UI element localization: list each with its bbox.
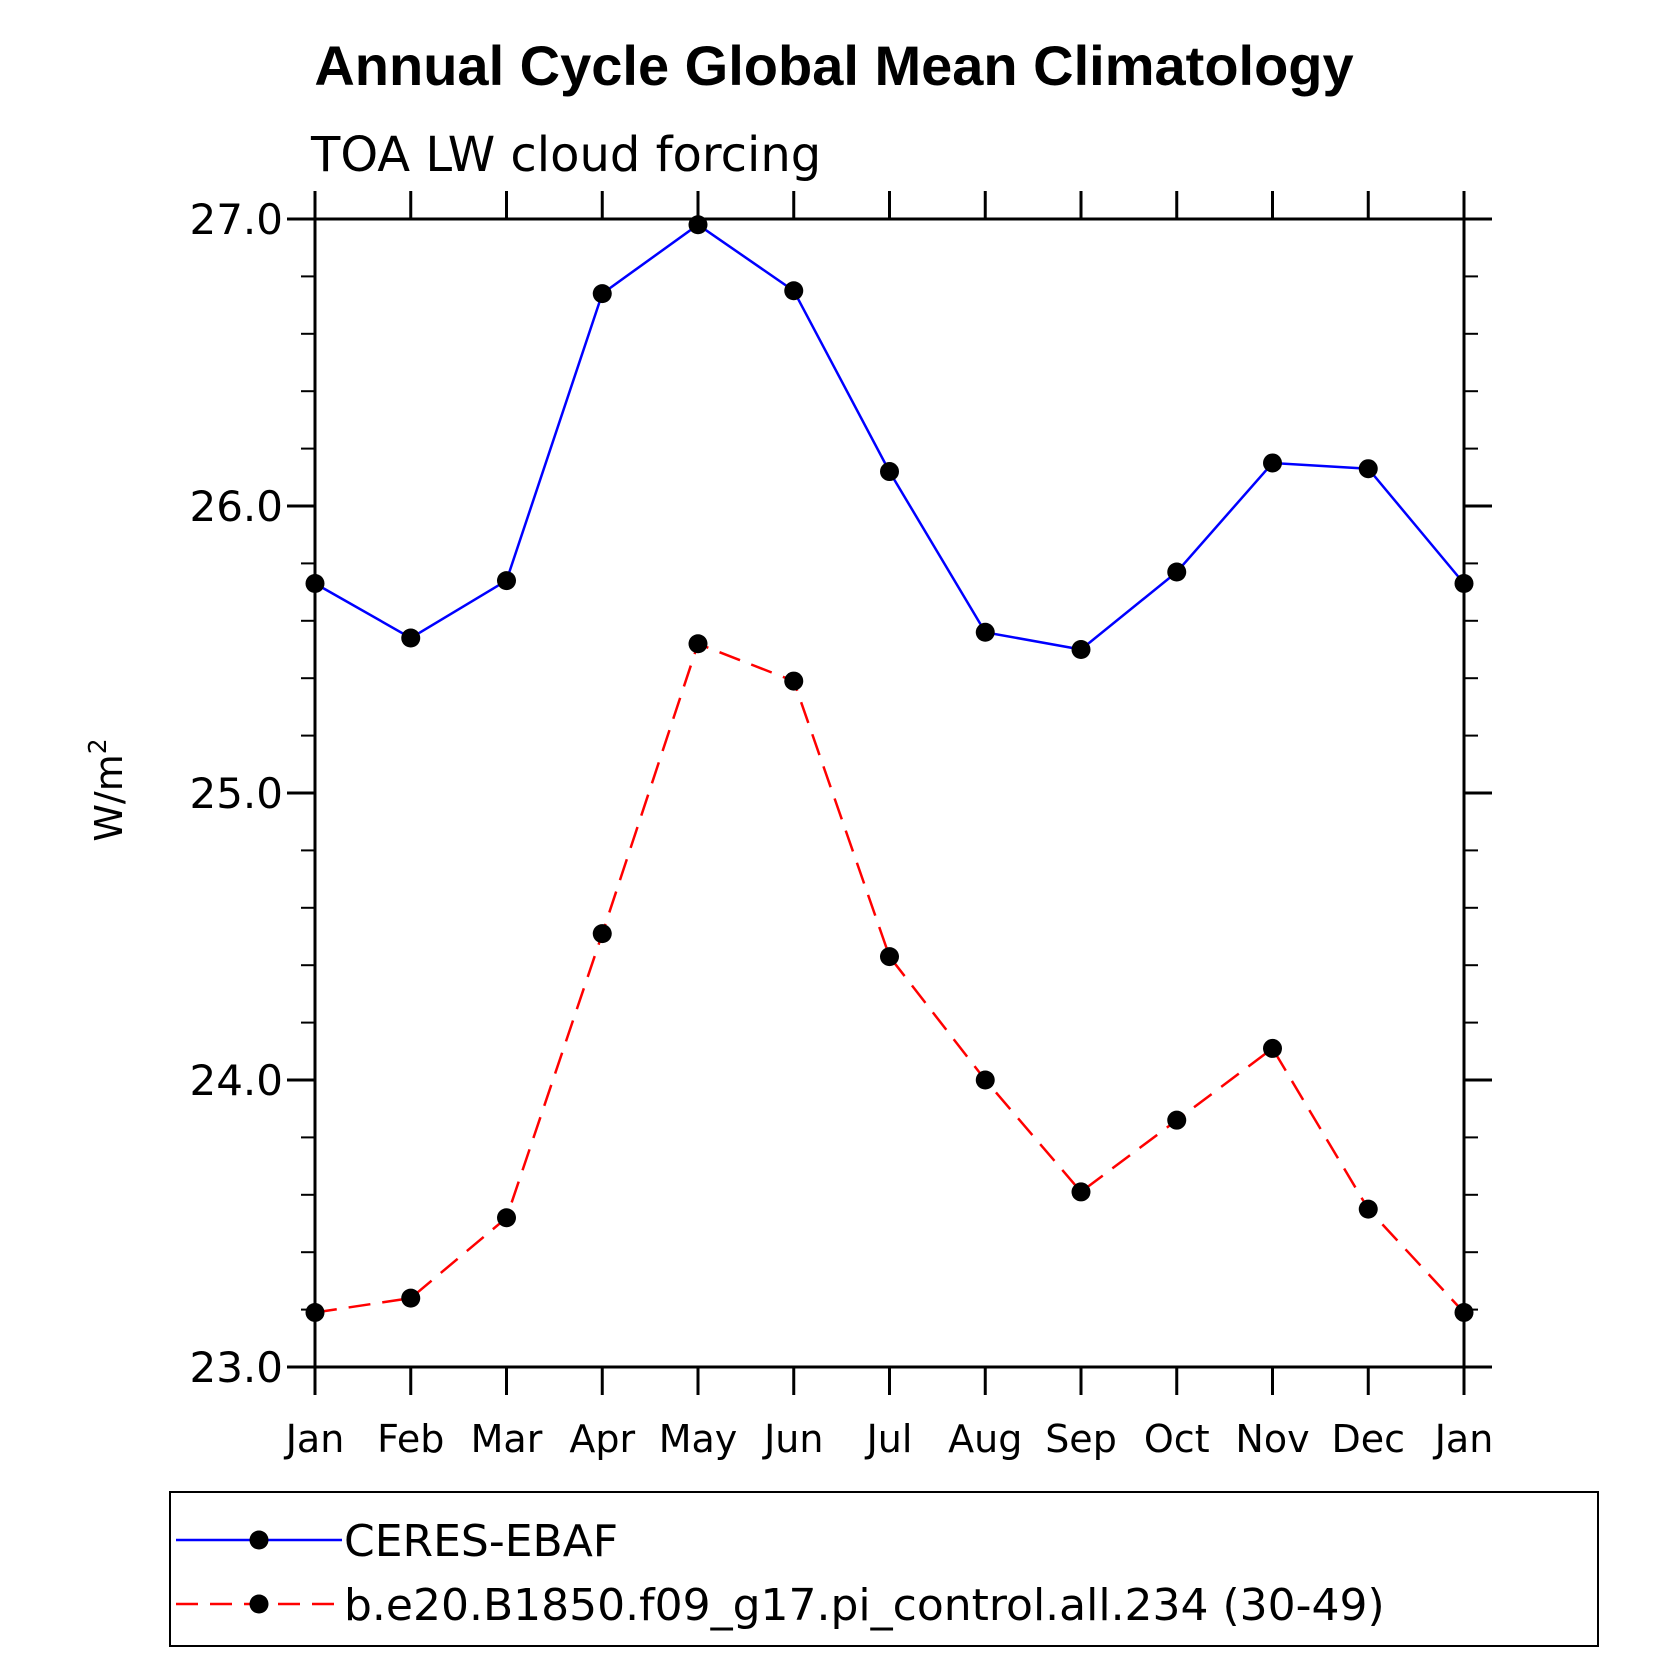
data-point xyxy=(688,215,708,235)
data-point xyxy=(975,622,995,642)
legend-marker-2 xyxy=(249,1594,269,1614)
x-tick-label: Jan xyxy=(1433,1417,1494,1461)
data-point xyxy=(497,1208,516,1228)
legend-entry-2: b.e20.B1850.f09_g17.pi_control.all.234 (… xyxy=(176,1580,1385,1631)
data-point xyxy=(1263,453,1282,473)
series-line-2 xyxy=(314,642,1465,1314)
data-point xyxy=(1454,1302,1474,1322)
series-layer xyxy=(305,215,1474,1322)
x-tick-label: Sep xyxy=(1045,1417,1117,1461)
plot-frame xyxy=(313,217,1466,1369)
y-tick-label: 24.0 xyxy=(189,1056,283,1105)
data-point xyxy=(1263,1038,1282,1058)
legend-label-1: CERES-EBAF xyxy=(344,1516,618,1567)
data-point xyxy=(1071,640,1091,659)
legend: CERES-EBAF b.e20.B1850.f09_g17.pi_control… xyxy=(169,1491,1599,1647)
data-point xyxy=(305,573,325,593)
y-tick-label: 25.0 xyxy=(189,769,283,818)
y-axis-label-superscript: 2 xyxy=(83,738,112,754)
x-tick-label: Oct xyxy=(1144,1417,1210,1461)
y-axis-label: W/m2 xyxy=(83,738,131,841)
data-point xyxy=(592,924,612,944)
legend-label-2: b.e20.B1850.f09_g17.pi_control.all.234 (… xyxy=(344,1580,1385,1631)
chart-subtitle: TOA LW cloud forcing xyxy=(310,127,821,183)
x-tick-label: Feb xyxy=(377,1417,444,1461)
series-2 xyxy=(305,634,1474,1322)
data-point xyxy=(975,1070,995,1090)
legend-box xyxy=(169,1491,1599,1647)
x-tick-label: Dec xyxy=(1331,1417,1405,1461)
data-point xyxy=(401,1288,421,1308)
x-tick-label: Nov xyxy=(1235,1417,1309,1461)
x-tick-label: Aug xyxy=(948,1417,1022,1461)
data-point xyxy=(401,628,421,648)
data-point xyxy=(592,284,612,304)
data-point xyxy=(1358,1199,1378,1219)
data-point xyxy=(1358,459,1378,479)
y-tick-label: 26.0 xyxy=(189,482,283,531)
data-point xyxy=(1071,1182,1091,1202)
chart-title: Annual Cycle Global Mean Climatology xyxy=(314,34,1353,97)
data-point xyxy=(497,571,516,591)
data-point xyxy=(1167,1110,1187,1130)
legend-items: CERES-EBAF b.e20.B1850.f09_g17.pi_control… xyxy=(176,1516,1385,1631)
data-point xyxy=(880,947,899,967)
x-tick-label: Mar xyxy=(471,1417,543,1461)
series-1 xyxy=(305,215,1474,659)
plot-axes: Jan Feb Mar Apr May Jun Jul Aug Sep Oct Nov Dec Jan2… xyxy=(189,191,1493,1461)
data-point xyxy=(305,1302,325,1322)
data-point xyxy=(784,671,804,691)
data-point xyxy=(1454,573,1474,593)
data-point xyxy=(1167,562,1187,582)
legend-marker-1 xyxy=(249,1530,269,1550)
x-tick-label: Apr xyxy=(569,1417,635,1461)
x-tick-label: May xyxy=(659,1417,738,1461)
y-tick-label: 27.0 xyxy=(189,195,283,244)
x-tick-label: Jan xyxy=(284,1417,345,1461)
y-axis-label-unit: W/m xyxy=(87,754,131,841)
legend-entry-1: CERES-EBAF xyxy=(176,1516,618,1567)
data-point xyxy=(880,462,899,482)
data-point xyxy=(784,281,804,301)
x-tick-label: Jun xyxy=(762,1417,823,1461)
series-line-1 xyxy=(314,223,1465,651)
y-tick-label: 23.0 xyxy=(189,1343,283,1392)
data-point xyxy=(688,634,708,654)
x-tick-label: Jul xyxy=(865,1417,913,1461)
